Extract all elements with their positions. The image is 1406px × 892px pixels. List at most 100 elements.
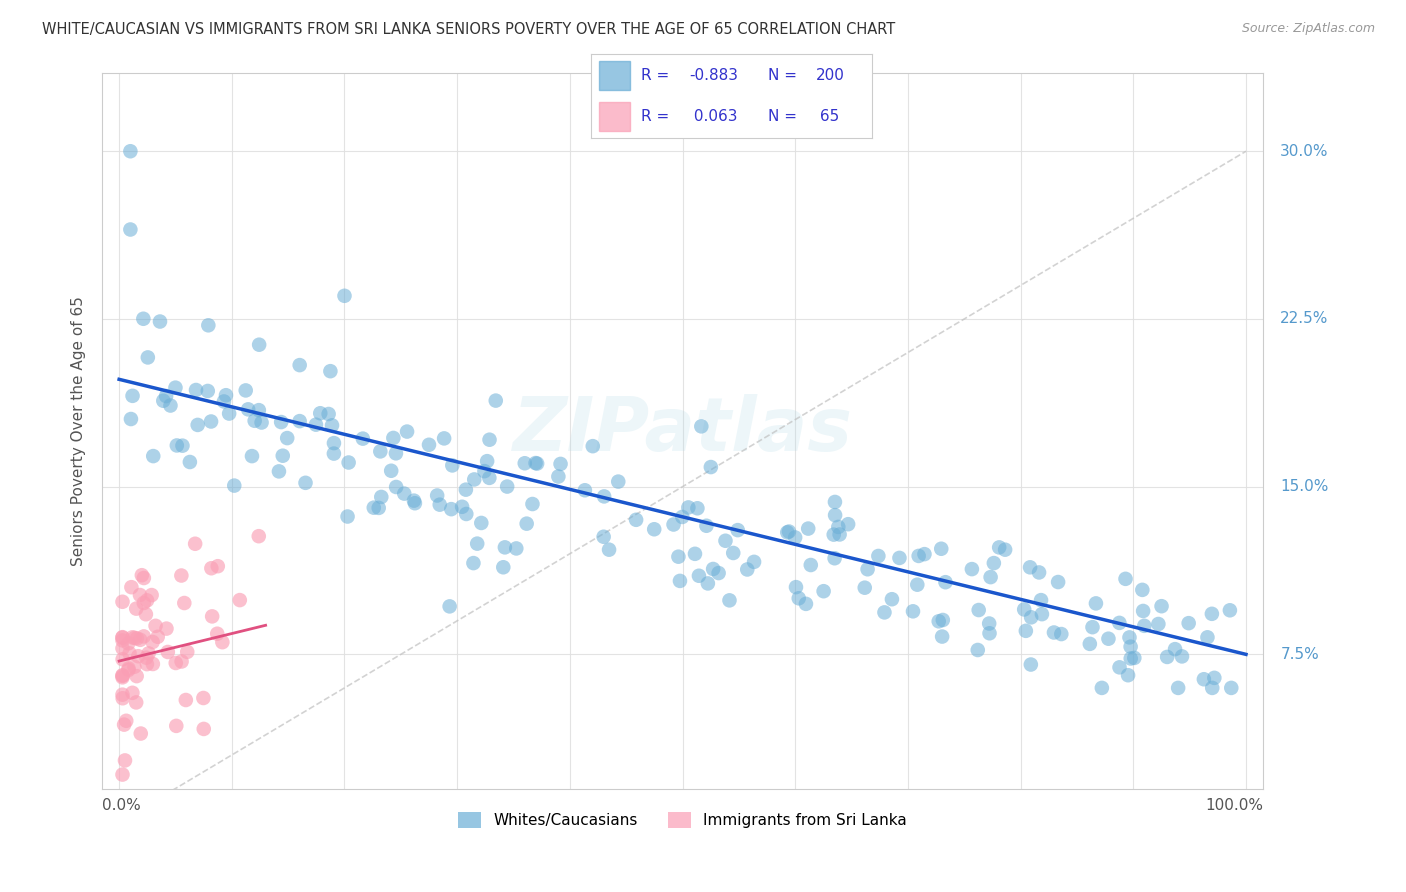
Point bbox=[380, 464, 402, 478]
Point bbox=[1167, 681, 1189, 695]
Point bbox=[624, 513, 647, 527]
Point bbox=[967, 603, 990, 617]
Point bbox=[127, 649, 149, 664]
Point bbox=[547, 469, 569, 483]
Point bbox=[385, 480, 408, 494]
Point bbox=[1043, 625, 1066, 640]
Point bbox=[142, 657, 165, 671]
Point bbox=[1171, 649, 1194, 664]
Point bbox=[121, 686, 143, 700]
Point bbox=[979, 626, 1001, 640]
Point bbox=[592, 530, 614, 544]
Point bbox=[136, 657, 159, 672]
Point bbox=[1201, 681, 1223, 695]
Point bbox=[132, 596, 155, 610]
Point bbox=[463, 556, 485, 570]
Point bbox=[960, 562, 983, 576]
Point bbox=[1050, 627, 1073, 641]
Point bbox=[319, 364, 342, 378]
Point bbox=[1177, 616, 1199, 631]
Point bbox=[931, 630, 953, 644]
Point bbox=[385, 446, 408, 460]
Point bbox=[643, 522, 665, 536]
Point bbox=[853, 581, 876, 595]
Point bbox=[1019, 657, 1042, 672]
Point bbox=[247, 529, 270, 543]
Text: N =: N = bbox=[768, 68, 801, 83]
Point bbox=[1091, 681, 1114, 695]
Point bbox=[243, 414, 266, 428]
Point bbox=[868, 549, 890, 563]
Point bbox=[142, 449, 165, 463]
Point bbox=[333, 289, 356, 303]
Point bbox=[668, 549, 690, 564]
Point bbox=[165, 381, 187, 395]
Point bbox=[247, 403, 270, 417]
Point bbox=[396, 425, 419, 439]
Point bbox=[823, 527, 845, 541]
Point bbox=[1150, 599, 1173, 614]
Point bbox=[522, 497, 544, 511]
Point bbox=[155, 622, 177, 636]
Point bbox=[267, 464, 290, 478]
Point bbox=[1219, 603, 1241, 617]
Point bbox=[111, 767, 134, 781]
Point bbox=[197, 384, 219, 398]
Point bbox=[828, 527, 851, 541]
Point bbox=[138, 647, 160, 661]
Point bbox=[889, 550, 911, 565]
Point bbox=[929, 541, 952, 556]
Point bbox=[215, 388, 238, 402]
Point bbox=[1019, 610, 1042, 624]
Point bbox=[132, 311, 155, 326]
Point bbox=[669, 574, 692, 588]
Point bbox=[337, 456, 360, 470]
Point bbox=[671, 510, 693, 524]
Point bbox=[394, 486, 416, 500]
Point bbox=[111, 691, 134, 706]
Point bbox=[120, 222, 142, 236]
Point bbox=[727, 523, 749, 537]
Point bbox=[598, 542, 620, 557]
Point bbox=[172, 439, 194, 453]
Point bbox=[426, 488, 449, 502]
Point bbox=[683, 547, 706, 561]
Point bbox=[451, 500, 474, 514]
Point bbox=[197, 318, 219, 333]
Text: ZIPatlas: ZIPatlas bbox=[513, 394, 852, 467]
Point bbox=[1047, 575, 1070, 590]
Text: 7.5%: 7.5% bbox=[1281, 647, 1319, 662]
Point bbox=[165, 719, 187, 733]
Point bbox=[1097, 632, 1119, 646]
Point bbox=[456, 507, 478, 521]
Point bbox=[117, 662, 139, 676]
Point bbox=[718, 593, 741, 607]
Point bbox=[433, 431, 456, 445]
Text: R =: R = bbox=[641, 68, 675, 83]
Point bbox=[212, 394, 235, 409]
Point bbox=[165, 656, 187, 670]
Point bbox=[111, 688, 134, 702]
Point bbox=[111, 641, 134, 656]
Point bbox=[323, 436, 346, 450]
Point bbox=[125, 669, 148, 683]
Point bbox=[429, 498, 451, 512]
Text: 22.5%: 22.5% bbox=[1281, 311, 1329, 326]
Point bbox=[115, 714, 138, 728]
Point bbox=[111, 669, 134, 683]
Point bbox=[494, 541, 516, 555]
Point bbox=[402, 493, 425, 508]
Point bbox=[873, 606, 896, 620]
Point bbox=[201, 609, 224, 624]
Point bbox=[124, 659, 146, 673]
Point bbox=[352, 432, 374, 446]
Point bbox=[211, 635, 233, 649]
Point bbox=[136, 351, 159, 365]
Point bbox=[837, 517, 859, 532]
Point bbox=[404, 496, 426, 510]
Point bbox=[440, 502, 463, 516]
Point bbox=[513, 456, 536, 470]
Point bbox=[688, 568, 710, 582]
Text: 200: 200 bbox=[815, 68, 845, 83]
Point bbox=[336, 509, 359, 524]
